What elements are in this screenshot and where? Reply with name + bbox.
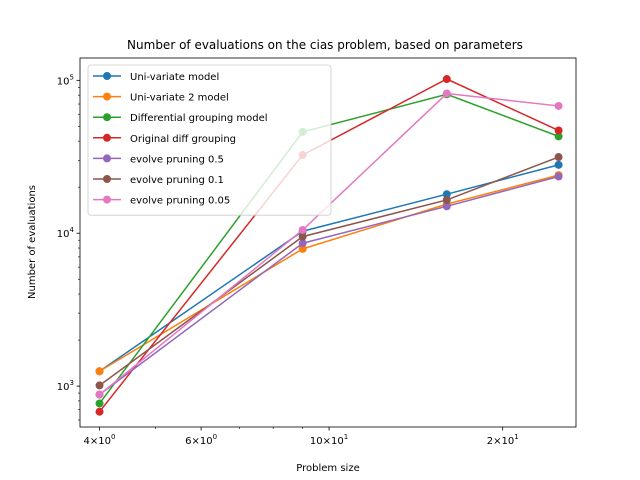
legend-entry: Uni-variate 2 model [93,92,229,104]
legend-entry: Differential grouping model [93,113,268,124]
legend: Uni-variate model Uni-variate 2 model Diff… [87,64,332,216]
series-line [99,164,559,372]
data-point [298,244,307,253]
y-axis-label: Number of evaluations [27,185,38,299]
legend-label: Uni-variate model [130,72,219,83]
legend-marker [103,133,111,142]
x-tick-label: 2×101 [487,433,519,447]
legend-entry: evolve pruning 0.1 [93,175,224,186]
data-point [95,367,104,376]
x-axis-label: Problem size [296,463,359,474]
data-point [554,160,563,169]
legend-entry: evolve pruning 0.05 [93,195,230,207]
data-point [95,407,104,416]
data-point [442,190,451,199]
data-point [298,232,307,241]
x-axis-ticks: 4×100 6×100 10×101 2×101 [84,427,519,447]
series [95,153,563,390]
legend-frame [87,64,332,216]
x-tick-label: 10×101 [310,433,348,447]
y-tick-label: 104 [57,226,75,240]
legend-entry: evolve pruning 0.5 [93,154,224,165]
x-tick-label: 4×100 [84,433,116,447]
y-axis-ticks: 103 104 105 [57,73,80,421]
data-point [442,89,451,98]
series-line [99,175,559,396]
data-point [554,153,563,162]
plot-area [95,75,563,416]
y-tick-label: 103 [57,379,74,393]
series-line [99,156,559,387]
y-tick-label: 105 [57,73,74,87]
series-line [98,78,559,413]
series-line [99,92,559,396]
data-point [442,75,451,84]
chart-title: Number of evaluations on the cias proble… [127,38,523,52]
legend-label: Differential grouping model [130,113,268,124]
data-point [554,172,563,181]
legend-marker [103,175,111,183]
series [95,89,563,399]
legend-entry: Uni-variate model [93,72,219,83]
legend-label: Original diff grouping [130,134,236,145]
data-point [554,132,563,141]
plot-frame [79,57,577,428]
legend-marker [103,92,111,101]
data-point [95,390,104,399]
x-tick-label: 6×100 [185,433,217,447]
data-point [95,381,104,390]
data-point [95,399,104,408]
series-line [99,174,559,372]
data-point [442,202,451,211]
legend-label: Uni-variate 2 model [130,93,229,104]
data-point [442,195,451,204]
legend-label: evolve pruning 0.05 [130,196,230,207]
legend-marker [103,72,111,80]
legend-entry: Original diff grouping [93,133,236,145]
series-line [98,93,559,404]
data-point [554,126,563,135]
data-point [298,225,307,234]
data-point [554,101,563,110]
legend-marker [103,113,111,122]
legend-marker [103,195,111,204]
data-point [298,239,307,248]
legend-marker [103,154,111,163]
legend-label: evolve pruning 0.5 [130,154,224,165]
legend-label: evolve pruning 0.1 [130,175,224,186]
